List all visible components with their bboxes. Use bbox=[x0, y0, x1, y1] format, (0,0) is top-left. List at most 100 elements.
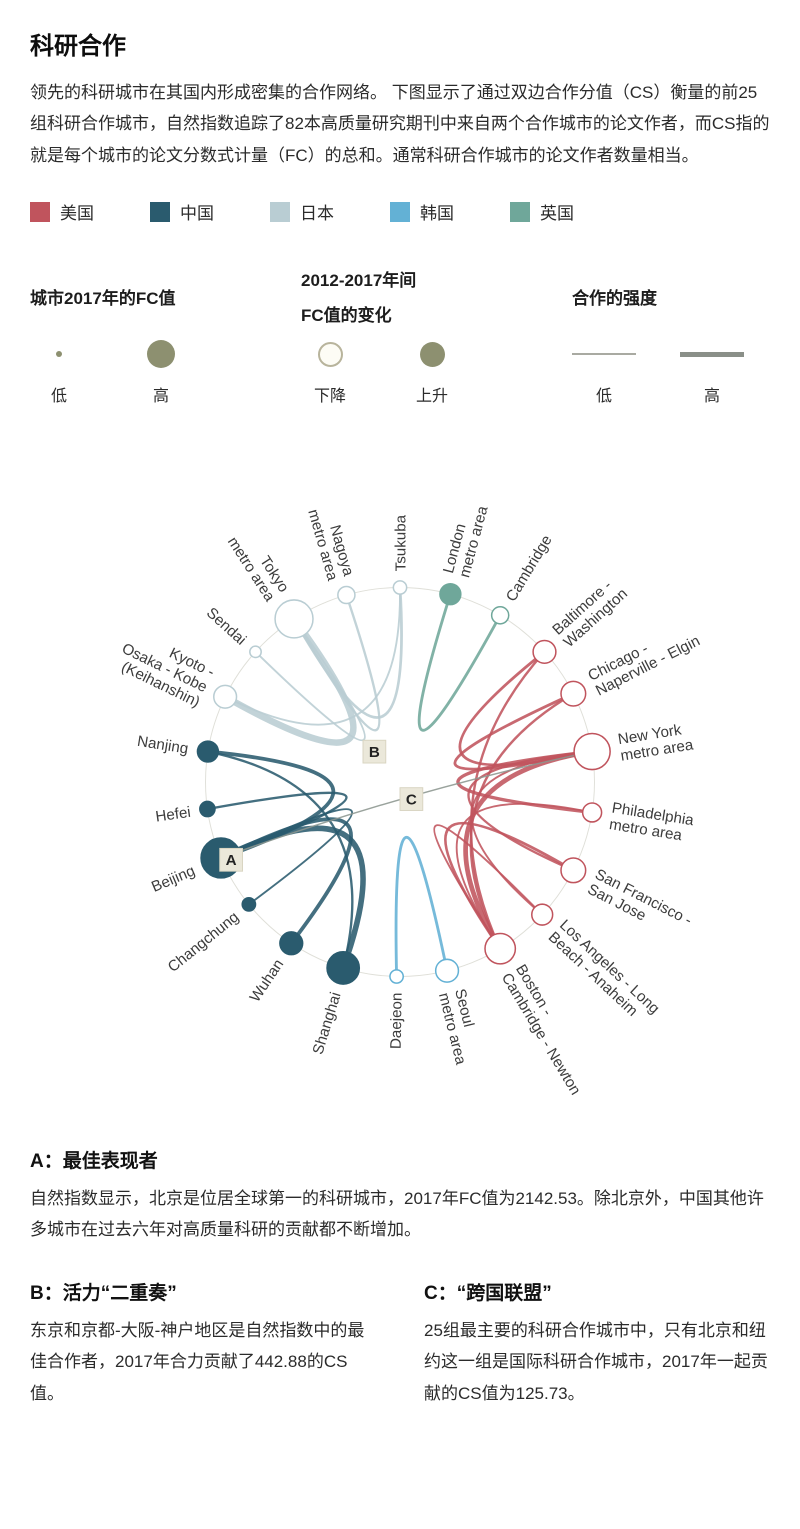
node-newyork bbox=[573, 733, 611, 771]
fc-size-high-label: 高 bbox=[152, 388, 169, 406]
legend-label-uk: 英国 bbox=[540, 204, 574, 224]
section-c: C：“跨国联盟” 25组最主要的科研合作城市中，只有北京和纽约这一组是国际科研合… bbox=[424, 1256, 770, 1409]
fc-change-title-line1: 2012-2017年间 bbox=[301, 271, 417, 291]
link-newyork-losangeles bbox=[470, 750, 594, 916]
fc-size-high: 高 bbox=[132, 332, 190, 406]
node-sendai bbox=[249, 645, 262, 659]
marker-box-C bbox=[399, 787, 424, 812]
node-tokyo bbox=[274, 599, 314, 639]
fc-change-down: 下降 bbox=[301, 332, 359, 406]
node-tsukuba bbox=[392, 580, 408, 596]
marker-box-A bbox=[219, 848, 243, 872]
fc-change-down-label: 下降 bbox=[313, 388, 346, 406]
sections-b-c: B：活力“二重奏” 东京和京都-大阪-神户地区是自然指数中的最佳合作者，2017… bbox=[30, 1256, 770, 1409]
label-sendai: Sendai bbox=[203, 605, 249, 649]
link-shanghai-nanjing bbox=[206, 750, 354, 970]
fc-size-title: 城市2017年的FC值 bbox=[30, 288, 176, 308]
legend-label-korea: 韩国 bbox=[420, 204, 454, 224]
label-daejeon: Daejeon bbox=[388, 993, 406, 1050]
label-shanghai: Shanghai bbox=[310, 991, 345, 1057]
label-cambridge: Cambridge bbox=[503, 533, 556, 605]
node-philadelphia bbox=[581, 802, 603, 824]
strength-legend: 合作的强度 低 高 bbox=[572, 260, 744, 406]
marker-box-B bbox=[362, 740, 387, 764]
link-tokyo-sendai bbox=[254, 618, 366, 742]
label-baltimore: Baltimore -Washington bbox=[549, 573, 631, 651]
section-c-body: 25组最主要的科研合作城市中，只有北京和纽约这一组是国际科研合作城市，2017年… bbox=[424, 1320, 768, 1403]
label-nanjing: Nanjing bbox=[136, 733, 189, 758]
link-beijing-hefei bbox=[206, 791, 348, 860]
legend-item-china: 中国 bbox=[150, 199, 214, 224]
large-dot-icon bbox=[147, 340, 175, 369]
chart-area: Tokyometro area Nagoyametro area Tsukuba Lo… bbox=[30, 412, 770, 1124]
fc-change-title-line2: FC值的变化 bbox=[301, 306, 392, 326]
link-newyork-sanfrancisco bbox=[467, 750, 594, 872]
small-dot-icon bbox=[56, 351, 62, 358]
fc-change-legend: 2012-2017年间 FC值的变化 下降 上升 bbox=[301, 260, 461, 406]
node-keihanshin bbox=[213, 684, 238, 710]
label-seoul: Seoulmetro area bbox=[435, 987, 486, 1067]
label-boston: Boston -Cambridge - Newton bbox=[498, 962, 598, 1099]
country-legend: 美国 中国 日本 韩国 英国 bbox=[30, 199, 770, 224]
label-london: Londonmetro area bbox=[440, 500, 492, 580]
section-c-heading: C：“跨国联盟” bbox=[424, 1282, 552, 1304]
marker-letter-C: C bbox=[406, 792, 417, 809]
collaboration-network-chart: Tokyometro area Nagoyametro area Tsukuba Lo… bbox=[112, 500, 703, 1099]
legend-label-us: 美国 bbox=[60, 204, 94, 224]
node-seoul bbox=[434, 958, 460, 984]
node-daejeon bbox=[389, 969, 404, 985]
open-circle-icon bbox=[317, 341, 343, 367]
page-title: 科研合作 bbox=[30, 33, 126, 60]
node-nagoya bbox=[337, 586, 356, 605]
node-london bbox=[439, 583, 462, 606]
label-newyork: New Yorkmetro area bbox=[617, 720, 695, 765]
label-sanfrancisco: San Francisco -San Jose bbox=[585, 866, 695, 944]
node-cambridge bbox=[490, 606, 510, 625]
korea-color-swatch bbox=[390, 201, 410, 222]
node-losangeles bbox=[531, 903, 554, 927]
label-hefei: Hefei bbox=[154, 804, 191, 826]
label-philadelphia: Philadelphiametro area bbox=[608, 800, 695, 846]
fc-change-up-label: 上升 bbox=[415, 388, 448, 406]
legend-label-china: 中国 bbox=[180, 204, 214, 224]
fc-size-low-label: 低 bbox=[50, 388, 67, 406]
strength-low: 低 bbox=[572, 332, 636, 406]
node-boston bbox=[484, 933, 517, 965]
label-changchung: Changchung bbox=[165, 909, 243, 976]
link-beijing-changchung bbox=[220, 808, 353, 906]
link-boston-chicago bbox=[469, 692, 575, 951]
link-newyork-baltimore bbox=[458, 650, 594, 767]
label-tokyo: Tokyometro area bbox=[224, 525, 292, 605]
thin-line-icon bbox=[572, 353, 636, 356]
legend-item-japan: 日本 bbox=[270, 199, 334, 224]
scale-legends: 城市2017年的FC值 低 高 2012-2017年间 FC值的变化 bbox=[30, 260, 770, 406]
japan-color-swatch bbox=[270, 201, 290, 222]
strength-high: 高 bbox=[680, 332, 744, 406]
china-color-swatch bbox=[150, 201, 170, 222]
intro-paragraph: 领先的科研城市在其国内形成密集的合作网络。 下图显示了通过双边合作分值（CS）衡… bbox=[30, 83, 770, 165]
node-shanghai bbox=[326, 951, 361, 986]
section-b-heading: B：活力“二重奏” bbox=[30, 1282, 177, 1304]
node-wuhan bbox=[279, 931, 304, 956]
link-tokyo-nagoya bbox=[292, 594, 381, 732]
label-chicago: Chicago -Naperville - Elgin bbox=[585, 618, 702, 700]
label-keihanshin: Kyoto -Osaka - Kobe(Keihanshin) bbox=[112, 625, 217, 711]
label-beijing: Beijing bbox=[149, 863, 198, 896]
strength-title: 合作的强度 bbox=[572, 288, 657, 308]
node-hefei bbox=[199, 800, 216, 818]
node-chicago bbox=[560, 680, 587, 708]
marker-letter-B: B bbox=[369, 744, 380, 761]
node-sanfrancisco bbox=[560, 857, 587, 884]
label-tsukuba: Tsukuba bbox=[392, 515, 409, 572]
filled-circle-icon bbox=[419, 341, 445, 367]
thick-line-icon bbox=[680, 351, 744, 357]
link-keihanshin-tsukuba bbox=[224, 586, 401, 726]
node-baltimore bbox=[532, 640, 557, 665]
section-b: B：活力“二重奏” 东京和京都-大阪-神户地区是自然指数中的最佳合作者，2017… bbox=[30, 1256, 376, 1409]
legend-label-japan: 日本 bbox=[300, 204, 334, 224]
section-a-body: 自然指数显示，北京是位居全球第一的科研城市，2017年FC值为2142.53。除… bbox=[30, 1188, 764, 1240]
fc-size-legend: 城市2017年的FC值 低 高 bbox=[30, 260, 190, 406]
node-nanjing bbox=[196, 740, 220, 764]
legend-item-korea: 韩国 bbox=[390, 199, 454, 224]
legend-item-us: 美国 bbox=[30, 199, 94, 224]
